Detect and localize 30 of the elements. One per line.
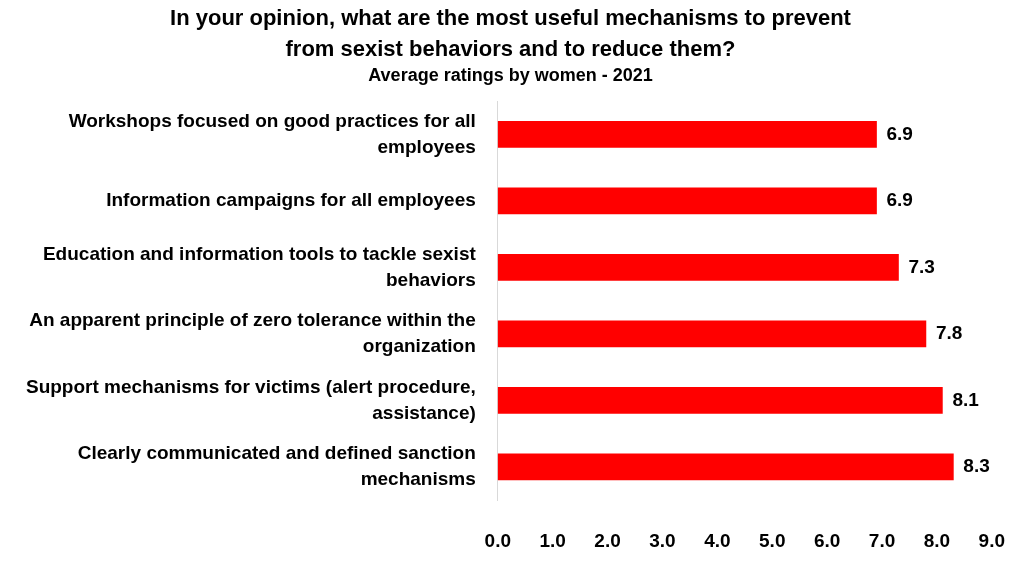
data-label: 8.3 [963,455,990,477]
x-tick-label: 5.0 [759,529,786,551]
x-tick-label: 2.0 [594,529,621,551]
bar [497,453,954,481]
data-label: 6.9 [886,189,913,211]
bar [497,387,943,414]
bar [497,320,927,348]
x-tick-label: 4.0 [704,529,731,551]
x-tick-label: 0.0 [484,529,511,551]
data-label: 7.8 [935,322,963,344]
y-tick-label: Education and information tools to tackle sexist behaviors [42,242,477,290]
x-tick-label: 9.0 [978,529,1005,551]
x-tick-label: 7.0 [868,529,896,551]
y-tick-label: Information campaigns for all employees [106,189,476,211]
bar [497,121,877,148]
chart-subtitle: Average ratings by women - 2021 [368,65,653,86]
bar [497,187,877,215]
y-tick-label: An apparent principle of zero tolerance within the organization [29,309,476,357]
x-tick-label: 1.0 [539,529,566,551]
x-tick-label: 3.0 [649,529,676,551]
bar [497,254,899,281]
y-tick-label: Support mechanisms for victims (alert procedure, assistance) [25,375,476,423]
data-label: 8.1 [952,388,980,410]
data-label: 6.9 [886,122,913,144]
chart-title: In your opinion, what are the most useful mechanisms to prevent from sexist behaviors and to reduce them? [170,5,852,62]
x-tick-label: 8.0 [923,529,951,551]
x-tick-label: 6.0 [813,529,841,551]
y-tick-label: Clearly communicated and defined sanction mechanisms [77,442,476,490]
y-tick-label: Workshops focused on good practices for all employees [68,109,476,157]
data-label: 7.3 [908,255,935,277]
